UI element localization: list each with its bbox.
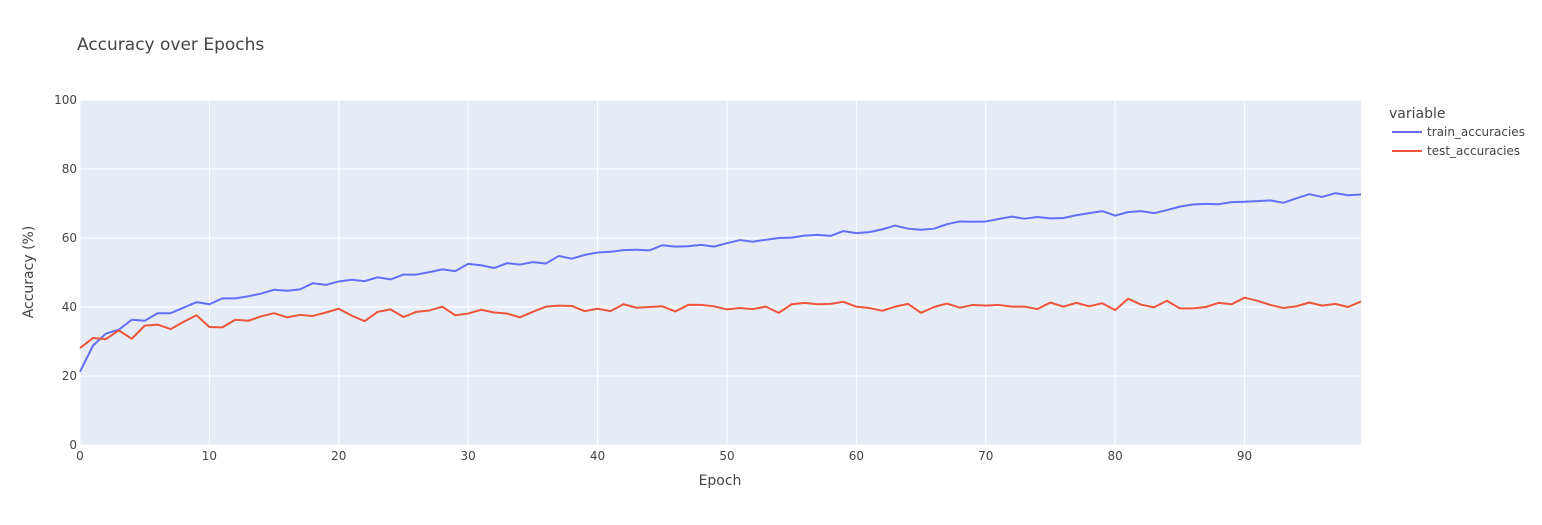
x-tick-label: 40 <box>590 449 605 463</box>
series-line-test-accuracies <box>79 296 1362 349</box>
x-tick-label: 50 <box>719 449 734 463</box>
x-axis-ticks: 0 10 20 30 40 50 60 70 80 90 <box>76 449 1252 463</box>
y-tick-label: 60 <box>62 231 77 245</box>
legend-label: test_accuracies <box>1427 144 1520 158</box>
chart-title: Accuracy over Epochs <box>77 35 264 55</box>
y-axis-label: Accuracy (%) <box>21 226 37 319</box>
y-tick-label: 80 <box>62 162 77 176</box>
y-tick-label: 20 <box>62 369 77 383</box>
legend-label: train_accuracies <box>1427 125 1525 139</box>
legend-item-train[interactable]: train_accuracies <box>1392 125 1525 139</box>
y-tick-label: 0 <box>69 438 77 452</box>
legend-item-test[interactable]: test_accuracies <box>1392 144 1520 158</box>
x-tick-label: 70 <box>978 449 993 463</box>
legend-title: variable <box>1389 106 1445 122</box>
x-axis-label: Epoch <box>699 473 742 489</box>
x-tick-label: 20 <box>331 449 346 463</box>
x-tick-label: 0 <box>76 449 84 463</box>
y-axis-ticks: 0 20 40 60 80 100 <box>54 93 77 452</box>
legend: variable train_accuracies test_accuracie… <box>1389 106 1525 158</box>
series-lines <box>79 192 1362 373</box>
x-tick-label: 30 <box>461 449 476 463</box>
y-tick-label: 100 <box>54 93 77 107</box>
x-tick-label: 90 <box>1237 449 1252 463</box>
plot-area <box>80 100 1361 445</box>
x-tick-label: 10 <box>202 449 217 463</box>
series-line-train-accuracies <box>79 192 1362 373</box>
x-tick-label: 80 <box>1108 449 1123 463</box>
y-tick-label: 40 <box>62 300 77 314</box>
x-tick-label: 60 <box>849 449 864 463</box>
